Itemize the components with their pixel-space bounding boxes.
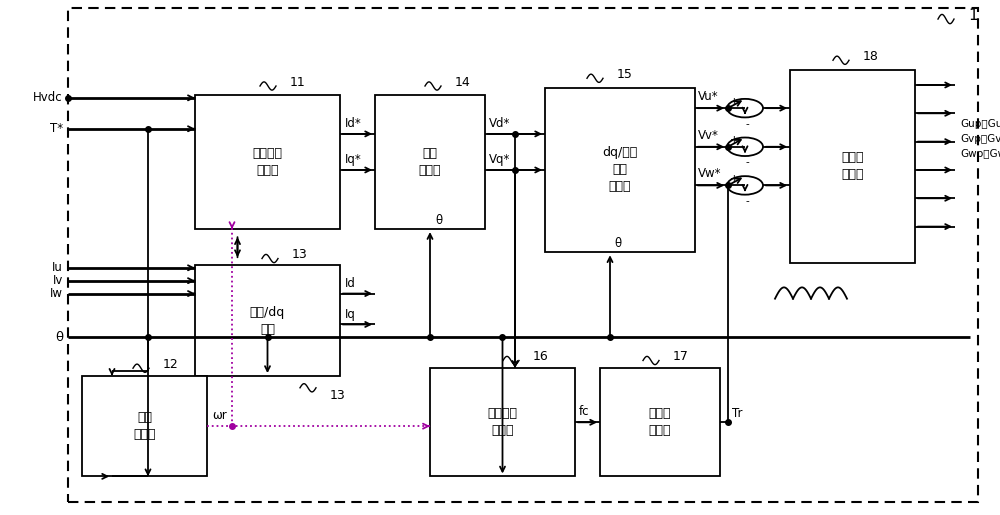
Text: Vv*: Vv* <box>698 129 719 142</box>
Text: 15: 15 <box>617 68 633 81</box>
Text: Gup、Gun、
Gvp、Gvn、
Gwp、Gwn: Gup、Gun、 Gvp、Gvn、 Gwp、Gwn <box>960 119 1000 159</box>
Text: dq/三相
电压
变换部: dq/三相 电压 变换部 <box>602 146 638 194</box>
Text: Vd*: Vd* <box>489 117 510 130</box>
Text: θ: θ <box>614 237 621 250</box>
Text: -: - <box>745 196 749 206</box>
Bar <box>82 376 207 476</box>
Text: ωr: ωr <box>212 409 227 422</box>
Text: 18: 18 <box>863 50 879 63</box>
Text: 三相/dq
变换: 三相/dq 变换 <box>250 305 285 336</box>
Text: Tr: Tr <box>732 407 742 420</box>
Text: +: + <box>730 97 739 107</box>
Text: 14: 14 <box>455 76 471 89</box>
Text: Iw: Iw <box>50 287 63 300</box>
Text: 电流指令
生成部: 电流指令 生成部 <box>252 147 283 177</box>
Text: Iv: Iv <box>53 274 63 287</box>
Text: 13: 13 <box>330 389 346 402</box>
Text: Id*: Id* <box>345 117 362 130</box>
Bar <box>430 368 575 476</box>
Text: Iq: Iq <box>345 308 356 321</box>
Bar <box>195 95 340 229</box>
Text: T*: T* <box>50 122 63 135</box>
Text: θ: θ <box>55 331 63 344</box>
Text: θ: θ <box>435 214 442 227</box>
Text: +: + <box>730 135 739 145</box>
Text: Vq*: Vq* <box>489 153 510 166</box>
Text: 速度
算出部: 速度 算出部 <box>133 411 156 441</box>
Text: +: + <box>730 174 739 184</box>
Text: Iq*: Iq* <box>345 153 362 166</box>
Bar <box>790 70 915 263</box>
Text: fc: fc <box>579 405 590 418</box>
Text: 12: 12 <box>163 358 179 371</box>
Text: 11: 11 <box>290 76 306 89</box>
Text: -: - <box>745 119 749 129</box>
Bar <box>545 88 695 252</box>
Text: 16: 16 <box>533 350 549 363</box>
Text: 门信号
生成部: 门信号 生成部 <box>841 151 864 181</box>
Text: Vu*: Vu* <box>698 90 719 103</box>
Text: 13: 13 <box>292 248 308 261</box>
Text: 三角波
生成部: 三角波 生成部 <box>649 407 671 437</box>
Bar <box>600 368 720 476</box>
Text: 1: 1 <box>968 8 978 23</box>
Text: Iu: Iu <box>52 261 63 274</box>
Text: -: - <box>745 158 749 167</box>
Text: Vw*: Vw* <box>698 167 722 180</box>
Text: 电流
控制部: 电流 控制部 <box>419 147 441 177</box>
Text: 载波频率
调整部: 载波频率 调整部 <box>487 407 518 437</box>
Text: Hvdc: Hvdc <box>33 91 63 105</box>
Bar <box>195 265 340 376</box>
Text: 17: 17 <box>673 350 689 363</box>
Bar <box>375 95 485 229</box>
Text: Id: Id <box>345 277 356 290</box>
